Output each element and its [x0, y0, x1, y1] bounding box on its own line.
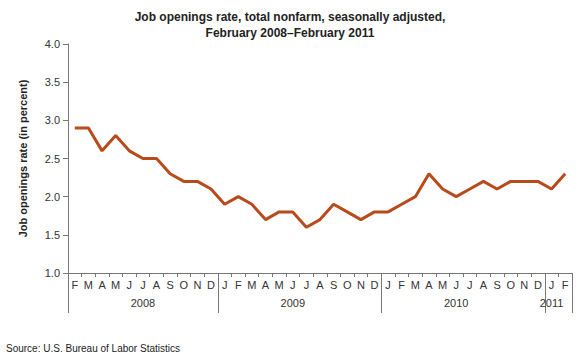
svg-text:D: D [207, 279, 215, 291]
svg-text:J: J [290, 279, 296, 291]
svg-text:S: S [166, 279, 173, 291]
svg-text:F: F [71, 279, 78, 291]
svg-text:4.0: 4.0 [45, 38, 60, 50]
svg-text:F: F [398, 279, 405, 291]
svg-text:2.0: 2.0 [45, 191, 60, 203]
svg-text:M: M [438, 279, 447, 291]
svg-text:S: S [330, 279, 337, 291]
svg-text:M: M [111, 279, 120, 291]
svg-text:M: M [247, 279, 256, 291]
svg-text:A: A [316, 279, 324, 291]
svg-text:3.0: 3.0 [45, 114, 60, 126]
svg-text:2.5: 2.5 [45, 153, 60, 165]
svg-text:A: A [98, 279, 106, 291]
svg-text:D: D [534, 279, 542, 291]
svg-text:A: A [153, 279, 161, 291]
svg-text:J: J [304, 279, 310, 291]
svg-text:2010: 2010 [444, 297, 468, 309]
svg-text:Source: U.S. Bureau of Labor S: Source: U.S. Bureau of Labor Statistics [6, 343, 180, 354]
svg-text:N: N [193, 279, 201, 291]
svg-text:3.5: 3.5 [45, 76, 60, 88]
svg-text:F: F [235, 279, 242, 291]
svg-text:D: D [371, 279, 379, 291]
svg-text:February 2008–February 2011: February 2008–February 2011 [206, 26, 375, 40]
svg-text:J: J [453, 279, 459, 291]
svg-text:Job openings rate, total nonfa: Job openings rate, total nonfarm, season… [135, 10, 446, 24]
svg-text:N: N [357, 279, 365, 291]
svg-text:O: O [343, 279, 352, 291]
svg-text:J: J [549, 279, 555, 291]
svg-text:1.5: 1.5 [45, 229, 60, 241]
svg-text:M: M [84, 279, 93, 291]
svg-text:2011: 2011 [540, 297, 564, 309]
svg-text:A: A [425, 279, 433, 291]
svg-text:J: J [127, 279, 133, 291]
svg-text:J: J [140, 279, 146, 291]
svg-text:J: J [467, 279, 473, 291]
svg-text:2008: 2008 [131, 297, 155, 309]
svg-text:M: M [275, 279, 284, 291]
svg-text:F: F [562, 279, 569, 291]
svg-text:J: J [222, 279, 228, 291]
svg-text:N: N [520, 279, 528, 291]
svg-text:A: A [262, 279, 270, 291]
svg-text:M: M [411, 279, 420, 291]
svg-text:O: O [180, 279, 189, 291]
svg-text:1.0: 1.0 [45, 267, 60, 279]
svg-text:Job openings rate (in percent): Job openings rate (in percent) [17, 79, 29, 237]
svg-text:O: O [506, 279, 515, 291]
svg-text:A: A [480, 279, 488, 291]
svg-text:S: S [493, 279, 500, 291]
svg-text:J: J [385, 279, 391, 291]
svg-text:2009: 2009 [281, 297, 305, 309]
